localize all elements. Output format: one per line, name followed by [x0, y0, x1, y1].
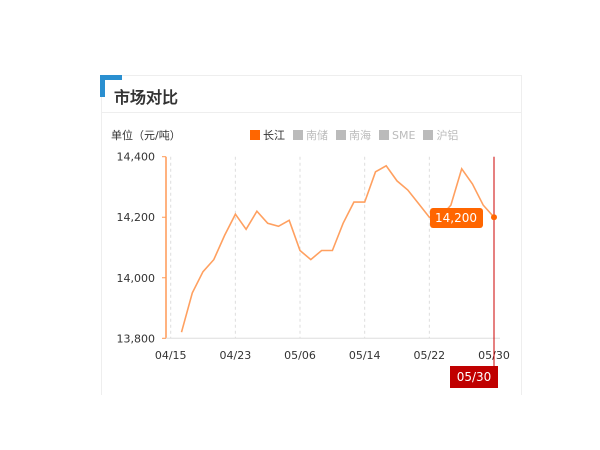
- legend-swatch: [250, 130, 260, 140]
- legend-label: 长江: [263, 129, 285, 142]
- series-line-changjiang: [180, 164, 495, 333]
- market-compare-card: [101, 75, 522, 395]
- legend-label: SME: [392, 128, 416, 142]
- legend-label: 沪铝: [436, 129, 459, 142]
- y-tick-label: 14,000: [117, 272, 156, 285]
- legend-swatch: [379, 130, 389, 140]
- x-tick-label: 05/14: [349, 349, 381, 362]
- tooltip-value: 14,200: [435, 211, 477, 225]
- legend-item[interactable]: SME: [379, 127, 415, 143]
- legend-swatch: [293, 130, 303, 140]
- x-tick-label: 05/22: [413, 349, 445, 362]
- y-tick-label: 14,200: [117, 211, 156, 224]
- x-tick-label: 04/23: [220, 349, 252, 362]
- y-axis-unit-label: 单位（元/吨）: [111, 129, 181, 142]
- legend-item[interactable]: 南储: [293, 127, 328, 143]
- legend-item[interactable]: 沪铝: [423, 127, 458, 143]
- y-tick-label: 14,400: [117, 151, 156, 164]
- legend-swatch: [336, 130, 346, 140]
- legend-item[interactable]: 长江: [250, 127, 285, 143]
- x-tick-label: 04/15: [155, 349, 187, 362]
- hover-point: [491, 214, 497, 221]
- legend-item[interactable]: 南海: [336, 127, 371, 143]
- x-tick-label: 05/06: [284, 349, 316, 362]
- legend-swatch: [423, 130, 434, 140]
- section-title: 市场对比: [114, 88, 179, 107]
- y-tick-label: 13,800: [117, 332, 156, 345]
- title-divider: [102, 112, 522, 113]
- tooltip-value-box: [430, 208, 483, 228]
- legend-label: 南储: [306, 129, 328, 142]
- legend: 长江 南储 南海 SME 沪铝: [250, 127, 458, 143]
- legend-label: 南海: [349, 129, 371, 142]
- tooltip-date: 05/30: [457, 370, 492, 384]
- title-corner-decoration: [100, 75, 122, 97]
- tooltip-date-box: [450, 366, 498, 388]
